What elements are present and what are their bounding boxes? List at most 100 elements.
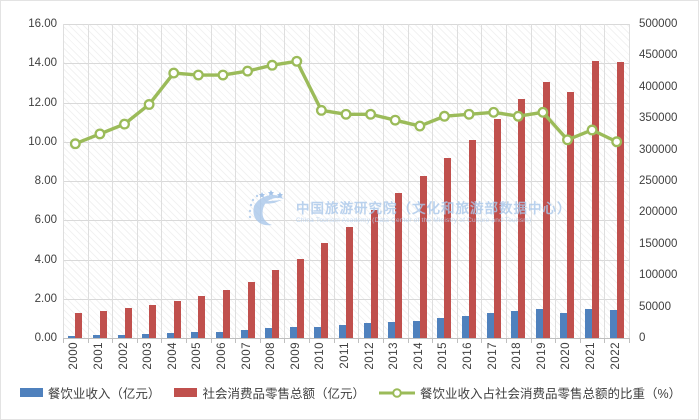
- category-group: [63, 24, 88, 338]
- bar-retail-total: [149, 305, 157, 338]
- bar-catering-revenue: [265, 328, 273, 338]
- x-axis-label: 2001: [92, 342, 105, 370]
- x-axis-tick: [210, 339, 212, 343]
- x-axis-tick: [432, 339, 434, 343]
- y-axis-left-label: 0.00: [34, 332, 57, 344]
- line-marker: [340, 108, 352, 120]
- bar-catering-revenue: [92, 335, 100, 338]
- category-group: [260, 24, 285, 338]
- line-marker: [512, 110, 524, 122]
- category-group: [88, 24, 113, 338]
- line-marker: [143, 99, 155, 110]
- gridline-vertical: [432, 24, 434, 338]
- y-axis-left-label: 2.00: [34, 292, 57, 305]
- y-axis-right-label: 400000: [639, 80, 678, 93]
- line-marker: [315, 104, 327, 116]
- x-axis-tick: [284, 339, 286, 343]
- gridline-vertical: [555, 24, 557, 338]
- bar-catering-revenue: [388, 322, 396, 338]
- bar-retail-total: [345, 226, 353, 338]
- category-group: [309, 24, 334, 338]
- legend-item-catering: 餐饮业收入（亿元）: [19, 383, 161, 402]
- x-axis-label: 2006: [215, 342, 228, 370]
- line-marker: [562, 134, 573, 146]
- line-marker: [69, 138, 81, 150]
- y-axis-right-label: 150000: [639, 237, 678, 250]
- category-group: [235, 24, 260, 338]
- bar-retail-total: [493, 119, 501, 338]
- legend-label: 餐饮业收入占社会消费品零售总额的比重（%）: [419, 387, 682, 401]
- y-axis-right-label: 450000: [639, 49, 678, 62]
- line-marker: [488, 106, 500, 118]
- bar-retail-total: [518, 98, 526, 338]
- category-group: [358, 24, 383, 338]
- gridline-horizontal: [63, 141, 629, 143]
- category-group: [457, 24, 482, 338]
- gridline-vertical: [481, 24, 483, 338]
- gridline-vertical: [136, 24, 138, 338]
- x-axis-tick: [63, 339, 64, 343]
- bar-retail-total: [75, 313, 83, 338]
- x-axis-label: 2008: [265, 342, 278, 370]
- line-marker: [438, 110, 450, 122]
- gridline-vertical: [505, 24, 507, 338]
- line-marker: [537, 106, 549, 118]
- bar-catering-revenue: [68, 335, 76, 338]
- x-axis-label: 2009: [289, 342, 302, 370]
- y-axis-left-label: 16.00: [28, 18, 57, 30]
- bar-retail-total: [444, 157, 452, 338]
- bar-retail-total: [198, 295, 206, 338]
- x-axis-label: 2017: [486, 342, 499, 370]
- gridline-vertical: [235, 24, 237, 338]
- line-marker: [291, 55, 303, 67]
- x-axis-tick: [629, 339, 630, 343]
- legend-label: 餐饮业收入（亿元）: [47, 387, 161, 401]
- category-group: [531, 24, 556, 338]
- gridline-vertical: [259, 24, 261, 338]
- x-axis-label: 2014: [412, 342, 425, 370]
- gridline-vertical: [309, 24, 311, 338]
- y-axis-left-label: 14.00: [28, 57, 57, 70]
- x-axis-tick: [407, 339, 409, 343]
- category-group: [186, 24, 211, 338]
- x-axis-tick: [530, 339, 532, 343]
- x-axis-tick: [604, 339, 606, 343]
- bar-catering-revenue: [240, 330, 248, 338]
- legend-swatch: [19, 388, 43, 397]
- x-axis-label: 2000: [68, 342, 81, 370]
- bar-retail-total: [222, 290, 230, 338]
- bar-retail-total: [542, 81, 550, 338]
- x-axis-label: 2013: [388, 342, 401, 370]
- line-marker: [611, 136, 623, 148]
- x-axis-label: 2022: [609, 342, 622, 370]
- category-group: [211, 24, 236, 338]
- y-axis-right-label: 0: [639, 332, 646, 344]
- ratio-line-series: [69, 55, 623, 150]
- x-axis-label: 2003: [142, 342, 155, 370]
- x-axis-label: 2012: [363, 342, 376, 370]
- y-axis-right-label: 100000: [639, 269, 678, 282]
- gridline-vertical: [186, 24, 188, 338]
- line-marker: [266, 59, 278, 71]
- bar-catering-revenue: [117, 334, 125, 338]
- x-axis-label: 2010: [314, 342, 327, 370]
- x-axis-tick: [87, 339, 89, 343]
- bar-catering-revenue: [585, 308, 593, 338]
- line-marker: [365, 108, 377, 120]
- x-axis-tick: [235, 339, 237, 343]
- gridline-horizontal: [63, 24, 629, 25]
- line-marker: [463, 108, 475, 120]
- plot-area: [63, 24, 630, 339]
- line-marker: [119, 118, 130, 130]
- line-marker: [242, 65, 254, 77]
- legend-line-marker: [378, 387, 415, 398]
- bar-catering-revenue: [437, 317, 445, 338]
- y-axis-right-label: 500000: [639, 18, 678, 30]
- x-axis-tick: [333, 339, 335, 343]
- y-axis-left-label: 4.00: [34, 253, 57, 266]
- y-axis-left-label: 6.00: [34, 214, 57, 227]
- gridline-vertical: [358, 24, 360, 338]
- bar-catering-revenue: [412, 320, 420, 338]
- x-axis-label: 2002: [117, 342, 130, 370]
